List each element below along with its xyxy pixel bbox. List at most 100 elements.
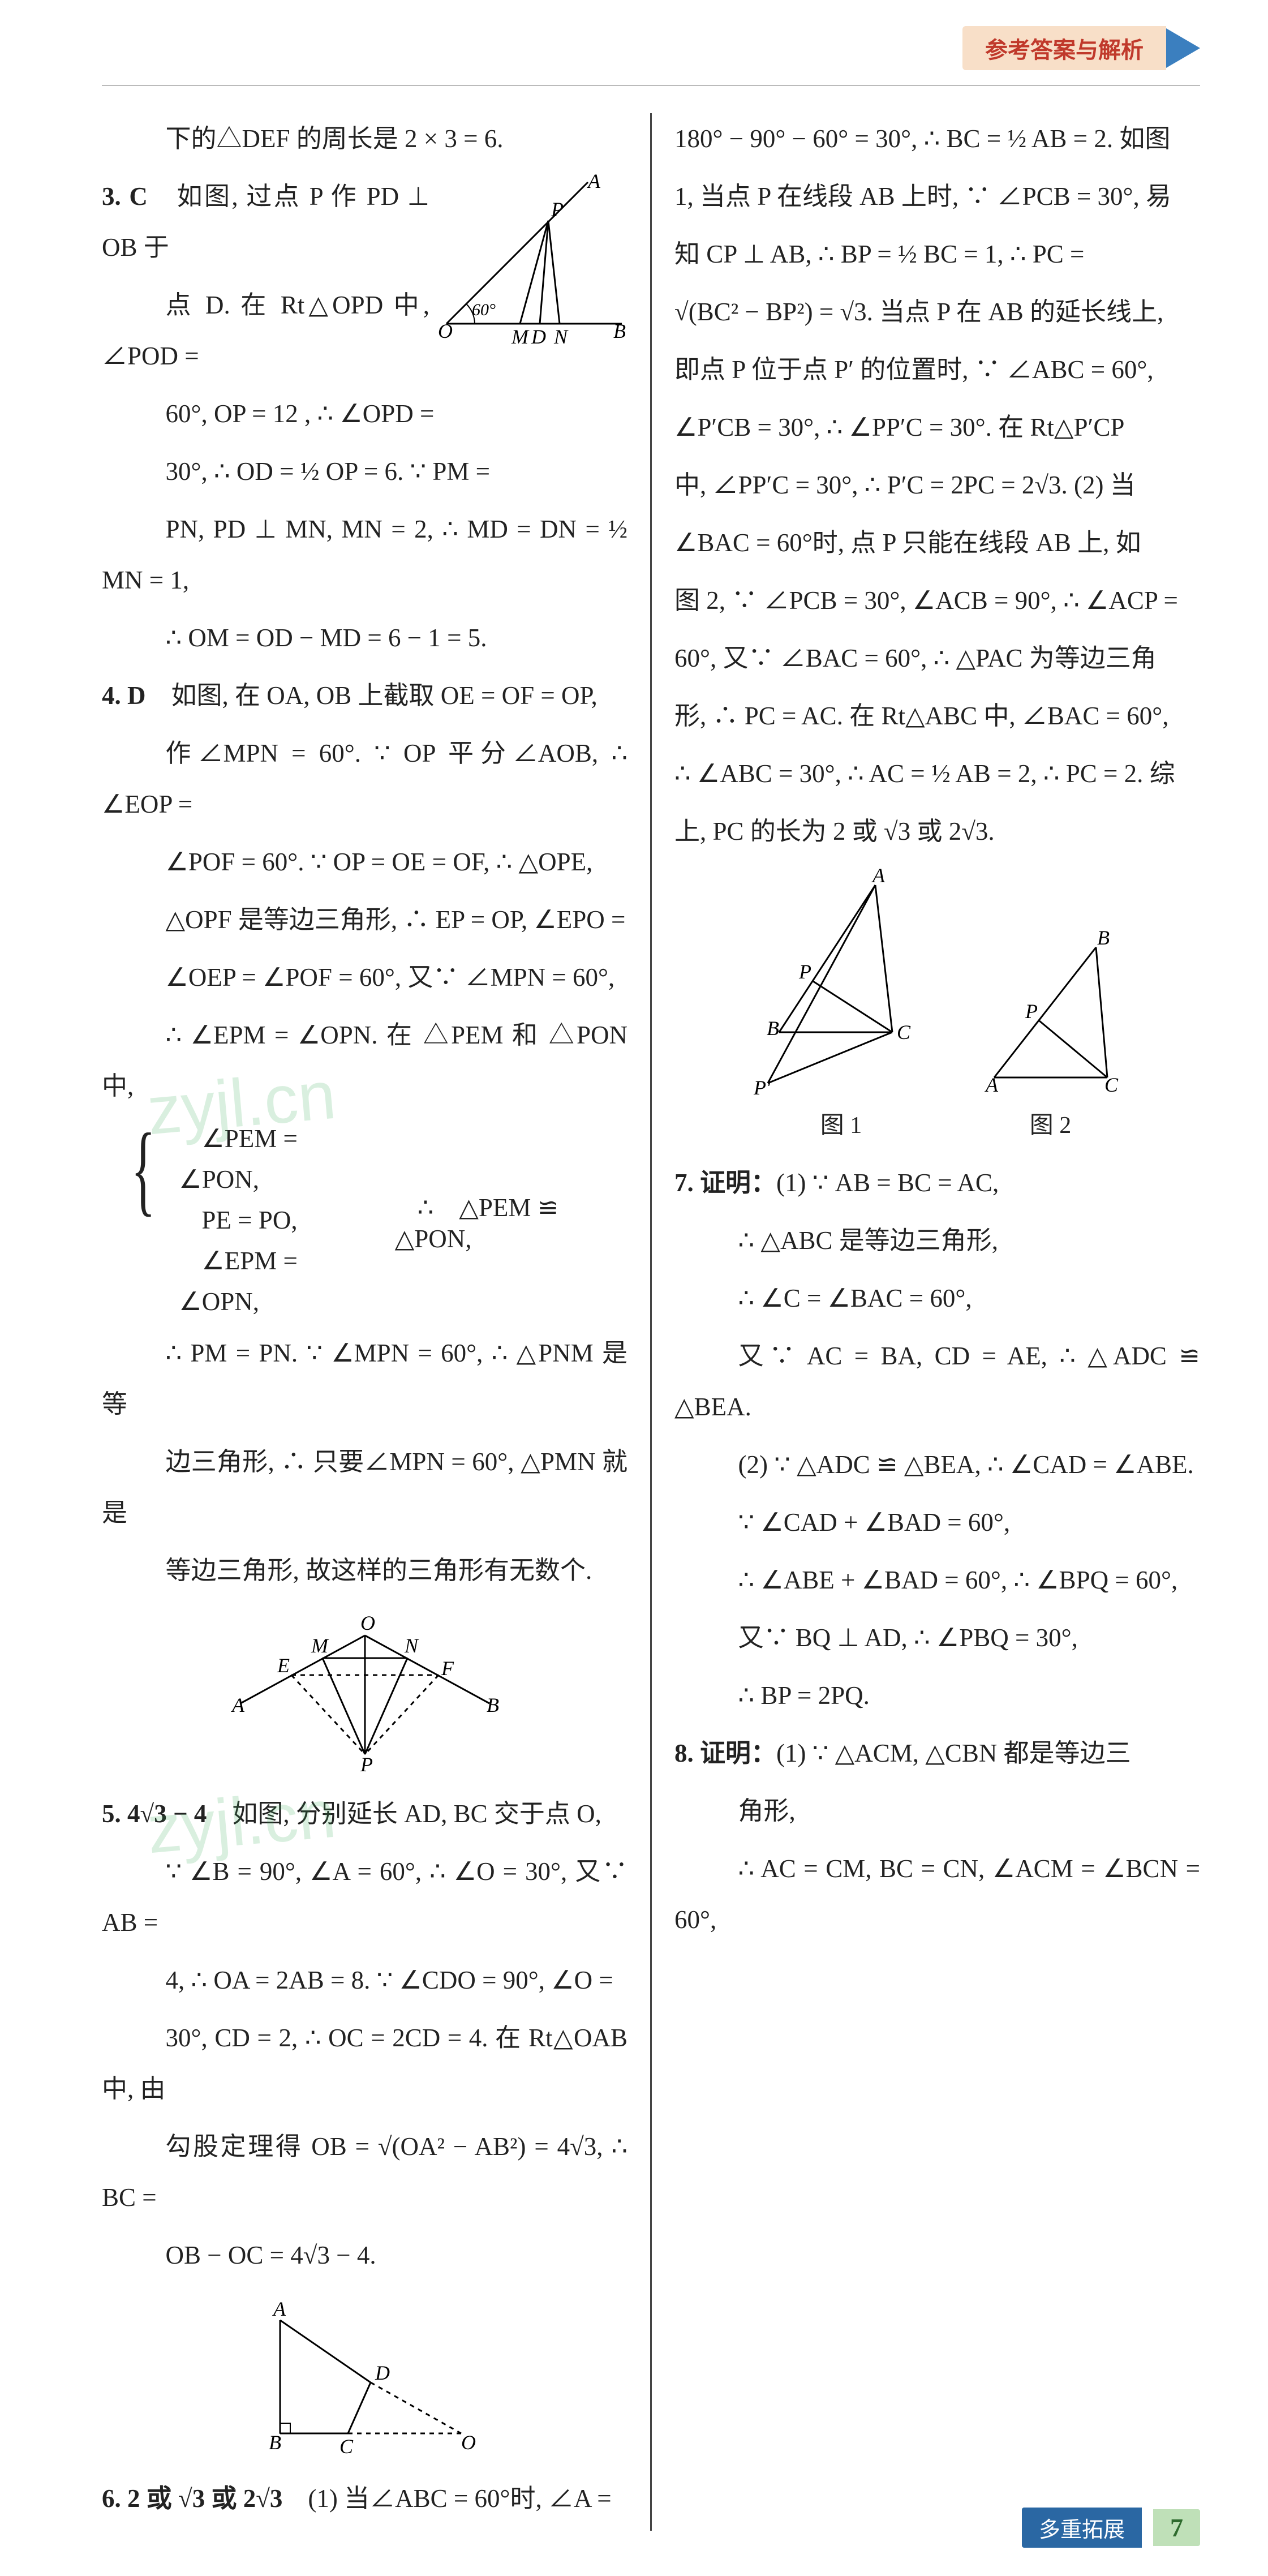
fig5-A: A xyxy=(272,2298,286,2320)
q4-body7: ∴ PM = PN. ∵ ∠MPN = 60°, ∴ △PNM 是等 xyxy=(102,1328,627,1429)
q4-brace1: ∠PEM = ∠PON, xyxy=(179,1118,372,1200)
q4-body3: ∠POF = 60°. ∵ OP = OE = OF, ∴ △OPE, xyxy=(102,836,627,887)
q3-num: 3. xyxy=(102,182,129,211)
fig3-N: N xyxy=(553,325,569,348)
figure-q6-2: A C B P 图 2 xyxy=(972,930,1130,1140)
r2: 1, 当点 P 在线段 AB 上时, ∵ ∠PCB = 30°, 易 xyxy=(674,171,1200,222)
q5-body1: 如图, 分别延长 AD, BC 交于点 O, xyxy=(207,1800,601,1828)
q4-body6: ∴ ∠EPM = ∠OPN. 在 △PEM 和 △PON 中, xyxy=(102,1010,627,1111)
figure-q3: 60° O M D N B A P xyxy=(441,177,627,349)
r10: 60°, 又∵ ∠BAC = 60°, ∴ △PAC 为等边三角 xyxy=(674,633,1200,684)
fig3-P: P xyxy=(551,198,564,221)
fig61-P: P xyxy=(798,960,811,983)
banner-tail-icon xyxy=(1166,28,1200,68)
q3-body3: 60°, OP = 12 , ∴ ∠OPD = xyxy=(102,388,627,439)
banner-text: 参考答案与解析 xyxy=(962,26,1166,70)
q4-brace-block: { ∠PEM = ∠PON, PE = PO, ∠EPM = ∠OPN, ∴ △… xyxy=(102,1118,627,1322)
q5-ans: 4√3 − 4 xyxy=(127,1800,207,1828)
q8-head: 证明： xyxy=(700,1739,776,1767)
q4-body1: 如图, 在 OA, OB 上截取 OE = OF = OP, xyxy=(146,681,598,710)
q7-b8: 又∵ BQ ⊥ AD, ∴ ∠PBQ = 30°, xyxy=(674,1612,1200,1663)
fig61-Pp: P′ xyxy=(753,1076,771,1099)
footer-tab: 多重拓展 xyxy=(1022,2508,1142,2548)
r12: ∴ ∠ABC = 30°, ∴ AC = ½ AB = 2, ∴ PC = 2.… xyxy=(674,748,1200,799)
fig62-P: P xyxy=(1025,1000,1038,1023)
figure-q5: A B C D O xyxy=(102,2298,627,2456)
q5-body3: 4, ∴ OA = 2AB = 8. ∵ ∠CDO = 90°, ∠O = xyxy=(102,1955,627,2006)
r5: 即点 P 位于点 P′ 的位置时, ∵ ∠ABC = 60°, xyxy=(674,344,1200,395)
figure-q6: A B C P P′ 图 1 xyxy=(674,874,1200,1140)
figure-q4: A B O P E F M N xyxy=(102,1613,627,1771)
r3: 知 CP ⊥ AB, ∴ BP = ½ BC = 1, ∴ PC = xyxy=(674,229,1200,280)
fig4-E: E xyxy=(277,1654,290,1677)
q7-b1: (1) ∵ AB = BC = AC, xyxy=(776,1169,999,1197)
fig61-C: C xyxy=(897,1021,911,1044)
q4-braceR: ∴ △PEM ≌ △PON, xyxy=(395,1187,627,1253)
q7-b6: ∵ ∠CAD + ∠BAD = 60°, xyxy=(674,1497,1200,1548)
fig3-angle: 60° xyxy=(472,300,496,319)
fig4-N: N xyxy=(404,1634,419,1657)
q4-brace3: ∠EPM = ∠OPN, xyxy=(179,1240,372,1322)
q8-line1: 8. 证明：(1) ∵ △ACM, △CBN 都是等边三 xyxy=(674,1728,1200,1779)
fig61-cap: 图 1 xyxy=(820,1106,862,1140)
q3-ans: C xyxy=(129,182,148,211)
q4-body2: 作∠MPN = 60°. ∵ OP 平分∠AOB, ∴ ∠EOP = xyxy=(102,728,627,830)
r11: 形, ∴ PC = AC. 在 Rt△ABC 中, ∠BAC = 60°, xyxy=(674,690,1200,741)
page: 参考答案与解析 下的△DEF 的周长是 2 × 3 = 6. 60° O M xyxy=(0,0,1268,2576)
fig61-B: B xyxy=(767,1017,779,1040)
brace-lines: ∠PEM = ∠PON, PE = PO, ∠EPM = ∠OPN, xyxy=(179,1118,372,1322)
top-banner: 参考答案与解析 xyxy=(962,23,1200,74)
fig4-P: P xyxy=(360,1753,373,1776)
q3-body4: 30°, ∴ OD = ½ OP = 6. ∵ PM = xyxy=(102,446,627,497)
q7-b7: ∴ ∠ABE + ∠BAD = 60°, ∴ ∠BPQ = 60°, xyxy=(674,1555,1200,1605)
q3-body1: 如图, 过点 P 作 PD ⊥ OB 于 xyxy=(102,182,429,261)
footer: 多重拓展 7 xyxy=(1022,2508,1200,2548)
q5-line1: 5. 4√3 − 4 如图, 分别延长 AD, BC 交于点 O, xyxy=(102,1788,627,1839)
q3-body6: ∴ OM = OD − MD = 6 − 1 = 5. xyxy=(102,612,627,663)
footer-page-num: 7 xyxy=(1153,2509,1200,2546)
q5-body5: 勾股定理得 OB = √(OA² − AB²) = 4√3, ∴ BC = xyxy=(102,2121,627,2223)
q4-body5: ∠OEP = ∠POF = 60°, 又∵ ∠MPN = 60°, xyxy=(102,952,627,1003)
q7-b9: ∴ BP = 2PQ. xyxy=(674,1670,1200,1721)
fig3-A: A xyxy=(587,170,601,192)
right-column: 180° − 90° − 60° = 30°, ∴ BC = ½ AB = 2.… xyxy=(652,113,1200,2531)
q8-num: 8. xyxy=(674,1739,700,1767)
q8-b1: (1) ∵ △ACM, △CBN 都是等边三 xyxy=(776,1739,1131,1767)
r9: 图 2, ∵ ∠PCB = 30°, ∠ACB = 90°, ∴ ∠ACP = xyxy=(674,575,1200,626)
q6-line1: 6. 2 或 √3 或 2√3 (1) 当∠ABC = 60°时, ∠A = xyxy=(102,2473,627,2524)
fig4-M: M xyxy=(311,1634,329,1657)
q7-num: 7. xyxy=(674,1169,700,1197)
prev-continuation: 下的△DEF 的周长是 2 × 3 = 6. xyxy=(102,113,627,164)
q8-b2: 角形, xyxy=(674,1785,1200,1836)
fig4-F: F xyxy=(441,1657,454,1680)
fig62-A: A xyxy=(985,1074,999,1096)
fig5-B: B xyxy=(269,2431,281,2454)
fig5-D: D xyxy=(375,2362,390,2384)
r8: ∠BAC = 60°时, 点 P 只能在线段 AB 上, 如 xyxy=(674,517,1200,568)
q7-b5: (2) ∵ △ADC ≌ △BEA, ∴ ∠CAD = ∠ABE. xyxy=(674,1439,1200,1490)
fig62-cap: 图 2 xyxy=(1030,1106,1072,1140)
q7-line1: 7. 证明：(1) ∵ AB = BC = AC, xyxy=(674,1157,1200,1208)
figure-q6-1: A B C P P′ 图 1 xyxy=(745,874,938,1140)
r7: 中, ∠PP′C = 30°, ∴ P′C = 2PC = 2√3. (2) 当 xyxy=(674,460,1200,510)
fig62-C: C xyxy=(1104,1074,1119,1096)
fig5-O: O xyxy=(461,2431,476,2454)
q4-body9: 等边三角形, 故这样的三角形有无数个. xyxy=(102,1545,627,1596)
q4-num: 4. xyxy=(102,681,127,710)
fig4-B: B xyxy=(487,1694,499,1716)
fig3-B: B xyxy=(613,320,626,342)
top-rule xyxy=(102,85,1200,86)
q4-ans: D xyxy=(127,681,146,710)
q7-b4: 又∵ AC = BA, CD = AE, ∴ △ADC ≌ △BEA. xyxy=(674,1330,1200,1432)
q5-body6: OB − OC = 4√3 − 4. xyxy=(102,2230,627,2281)
r13: 上, PC 的长为 2 或 √3 或 2√3. xyxy=(674,806,1200,857)
r4: √(BC² − BP²) = √3. 当点 P 在 AB 的延长线上, xyxy=(674,286,1200,337)
q4-line1: 4. D 如图, 在 OA, OB 上截取 OE = OF = OP, xyxy=(102,670,627,721)
q4-brace2: PE = PO, xyxy=(179,1200,372,1240)
fig61-A: A xyxy=(871,864,886,887)
q6-body1: (1) 当∠ABC = 60°时, ∠A = xyxy=(282,2484,611,2513)
q3-body5: PN, PD ⊥ MN, MN = 2, ∴ MD = DN = ½ MN = … xyxy=(102,504,627,606)
left-column: 下的△DEF 的周长是 2 × 3 = 6. 60° O M D N B A xyxy=(102,113,650,2531)
fig3-M: M xyxy=(511,325,530,348)
q5-num: 5. xyxy=(102,1800,127,1828)
